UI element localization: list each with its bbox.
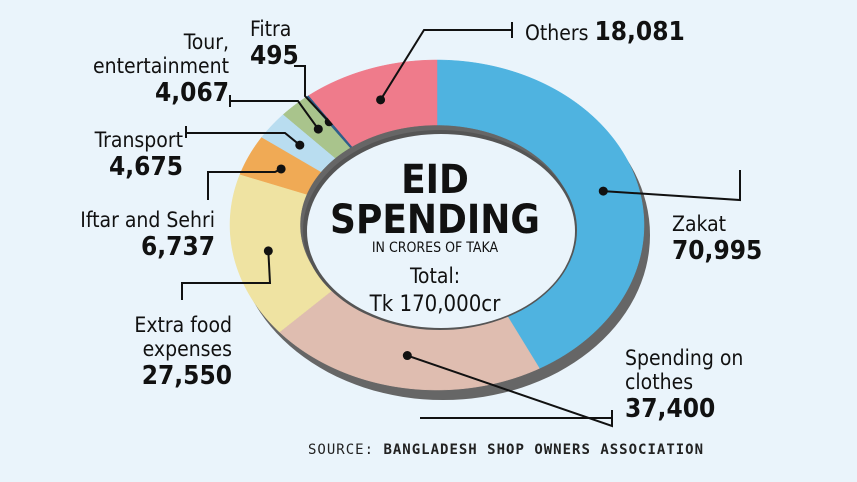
value-label: 27,550 <box>141 361 232 391</box>
source-label: SOURCE: <box>308 442 375 458</box>
leader-dot <box>376 95 386 105</box>
leader-dot <box>402 351 412 361</box>
segment-label: Extra food expenses 27,550 <box>92 313 232 391</box>
leader-line <box>185 126 301 146</box>
source: SOURCE: BANGLADESH SHOP OWNERS ASSOCIATI… <box>308 442 704 458</box>
segment-label: Spending on clothes 37,400 <box>625 346 765 424</box>
chart-subtitle: IN CRORES OF TAKA <box>371 240 499 256</box>
category-label: Zakat <box>672 212 727 236</box>
leader-line <box>603 170 741 202</box>
category-label: Others <box>525 21 589 45</box>
value-label: 495 <box>250 41 299 71</box>
category-label: Tour, entertainment <box>92 30 229 78</box>
chart-title: EID SPENDING <box>330 157 540 243</box>
segment-label: Iftar and Sehri 6,737 <box>80 208 215 262</box>
category-label: Iftar and Sehri <box>80 208 215 232</box>
leader-line <box>181 250 272 300</box>
value-label: 6,737 <box>141 232 215 262</box>
leader-dot <box>276 164 286 174</box>
segment-label: Fitra 495 <box>250 17 299 71</box>
leader-line <box>229 95 320 130</box>
value-label: 4,675 <box>109 152 183 182</box>
segment-label: Others 18,081 <box>525 17 685 47</box>
leader-dot <box>313 124 323 134</box>
donut-hole <box>307 134 575 328</box>
category-label: Extra food expenses <box>134 313 232 361</box>
value-label: 70,995 <box>672 236 763 266</box>
category-label: Fitra <box>250 17 292 41</box>
leader-line <box>406 354 613 428</box>
leader-line <box>294 65 330 123</box>
total: Tk 170,000cr <box>369 292 501 317</box>
segment-label: Transport 4,675 <box>95 128 183 182</box>
leader-line <box>207 168 282 200</box>
total-label: Total: <box>409 264 461 288</box>
segment-label: Tour, entertainment 4,067 <box>79 30 229 108</box>
source-name: BANGLADESH SHOP OWNERS ASSOCIATION <box>383 442 705 458</box>
category-label: Spending on clothes <box>625 346 744 394</box>
leader-dot <box>598 186 608 196</box>
donut-segment <box>308 59 438 147</box>
leader-line <box>379 22 513 101</box>
leader-dot <box>295 140 305 150</box>
value-label: 18,081 <box>594 17 685 47</box>
segment-label: Zakat 70,995 <box>672 212 762 266</box>
leader-dot <box>263 246 273 256</box>
value-label: 4,067 <box>155 78 229 108</box>
value-label: 37,400 <box>625 394 716 424</box>
category-label: Transport <box>94 128 183 152</box>
